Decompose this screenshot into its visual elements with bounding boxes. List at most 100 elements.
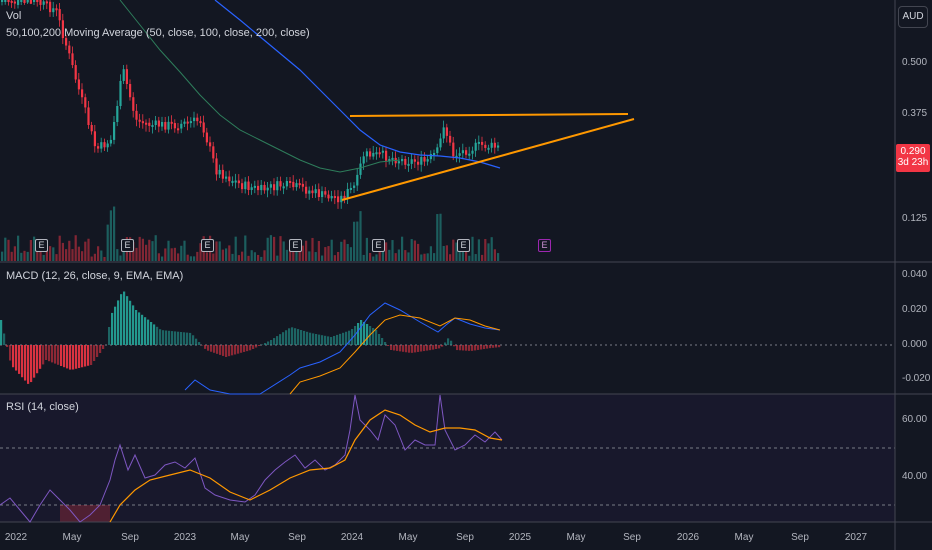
volume-bar <box>378 246 381 261</box>
volume-bar <box>285 249 288 261</box>
candle-body <box>81 89 84 98</box>
macd-histogram-bar <box>393 345 396 351</box>
candle-body <box>289 181 292 184</box>
rsi-tick: 40.00 <box>902 471 928 482</box>
macd-histogram-bar <box>486 345 489 349</box>
macd-histogram-bar <box>54 345 57 364</box>
volume-bar <box>455 242 458 261</box>
macd-histogram-bar <box>168 330 171 345</box>
macd-histogram-bar <box>456 345 459 351</box>
volume-bar <box>298 247 301 261</box>
macd-histogram-bar <box>444 342 447 345</box>
macd-tick: -0.020 <box>902 373 931 384</box>
candle-body <box>407 163 410 166</box>
candle-body <box>45 1 48 4</box>
earnings-marker[interactable]: E <box>457 239 470 252</box>
currency-button[interactable]: AUD <box>898 6 928 28</box>
macd-histogram-bar <box>6 345 9 347</box>
candle-body <box>13 1 16 4</box>
macd-histogram-bar <box>348 330 351 345</box>
volume-bar <box>170 248 173 261</box>
volume-bar <box>330 239 333 261</box>
earnings-marker[interactable]: E <box>121 239 134 252</box>
earnings-marker[interactable]: E <box>289 239 302 252</box>
candle-body <box>298 183 301 186</box>
volume-bar <box>36 251 39 261</box>
candle-body <box>161 122 164 127</box>
macd-histogram-bar <box>438 345 441 349</box>
date-tick: 2026 <box>676 532 700 543</box>
volume-bar <box>346 244 349 261</box>
volume-bar <box>391 240 394 261</box>
candle-body <box>173 123 176 129</box>
macd-histogram-bar <box>141 314 144 345</box>
volume-bar <box>100 250 103 261</box>
candle-body <box>429 154 432 160</box>
macd-histogram-bar <box>264 343 267 345</box>
candle-body <box>484 144 487 148</box>
earnings-marker[interactable]: E <box>35 239 48 252</box>
candle-body <box>365 151 368 157</box>
earnings-marker-upcoming[interactable]: E <box>538 239 551 252</box>
volume-bars <box>1 206 500 261</box>
volume-bar <box>289 245 292 261</box>
macd-histogram-bar <box>159 329 162 345</box>
candle-body <box>49 1 52 13</box>
volume-bar <box>260 256 263 261</box>
candle-body <box>90 125 93 132</box>
volume-bar <box>237 255 240 261</box>
candle-body <box>369 151 372 157</box>
candle-body <box>481 141 484 145</box>
macd-histogram-bar <box>84 345 87 367</box>
volume-bar <box>221 249 224 261</box>
candle-body <box>333 196 336 199</box>
macd-histogram-bar <box>318 334 321 345</box>
candle-body <box>68 45 71 54</box>
candle-body <box>362 156 365 164</box>
macd-histogram-bar <box>324 335 327 345</box>
volume-bar <box>164 248 167 261</box>
macd-histogram-bar <box>414 345 417 353</box>
macd-histogram-bar <box>372 328 375 345</box>
candle-body <box>84 97 87 108</box>
candle-body <box>388 159 391 162</box>
candle-body <box>404 158 407 165</box>
candle-body <box>356 174 359 186</box>
macd-histogram-bar <box>132 305 135 345</box>
candle-body <box>33 0 36 2</box>
volume-bar <box>103 256 106 261</box>
earnings-marker[interactable]: E <box>201 239 214 252</box>
date-tick: May <box>62 532 82 543</box>
macd-histogram-bar <box>300 330 303 345</box>
macd-histogram-bar <box>102 345 105 349</box>
candle-body <box>234 180 237 183</box>
candle-body <box>410 159 413 164</box>
volume-bar <box>269 235 272 261</box>
candle-body <box>263 184 266 191</box>
volume-bar <box>305 240 308 261</box>
macd-histogram-bar <box>240 345 243 353</box>
date-tick: 2022 <box>4 532 28 543</box>
candle-body <box>109 139 112 144</box>
macd-histogram-bar <box>261 344 264 345</box>
candle-body <box>269 184 272 188</box>
candle-body <box>170 121 173 124</box>
macd-histogram-bar <box>363 322 366 345</box>
volume-bar <box>452 239 455 261</box>
candle-body <box>452 142 455 157</box>
macd-histogram-bar <box>192 335 195 345</box>
earnings-marker[interactable]: E <box>372 239 385 252</box>
macd-histogram-bar <box>366 324 369 345</box>
macd-histogram-bar <box>12 345 15 368</box>
candle-body <box>314 189 317 194</box>
volume-bar <box>266 237 269 261</box>
macd-histogram-bar <box>162 330 165 345</box>
volume-bar <box>356 221 359 261</box>
candle-body <box>58 9 61 21</box>
volume-bar <box>218 241 221 261</box>
candle-body <box>423 157 426 162</box>
volume-bar <box>231 253 234 261</box>
volume-bar <box>225 248 228 261</box>
candle-body <box>42 1 45 5</box>
